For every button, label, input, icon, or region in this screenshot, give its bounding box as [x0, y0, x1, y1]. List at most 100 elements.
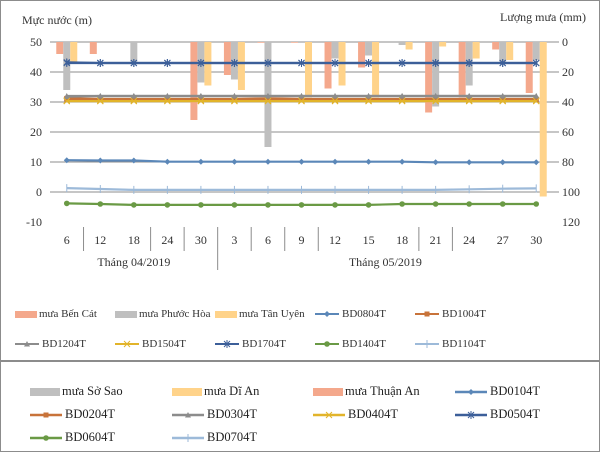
- bar-mưa-phước-hòa: [432, 42, 440, 107]
- line-bd0304t-point: [432, 93, 439, 99]
- line-bd0304t-point: [365, 93, 372, 99]
- line-bd0404t-point: [231, 97, 238, 105]
- legend-item-bottom: BD0104T: [455, 384, 540, 399]
- chart-frame: [0, 0, 600, 361]
- line-bd0304t-point: [499, 93, 506, 99]
- legend-item-bottom: BD0404T: [313, 407, 398, 422]
- legend-line-icon: [15, 339, 39, 349]
- line-bd0204t-point: [198, 97, 204, 103]
- left-tick-label: 10: [30, 155, 42, 169]
- line-bd0604t-point: [466, 201, 472, 207]
- line-bd0404t-point: [164, 97, 171, 105]
- right-tick-label: 80: [562, 155, 574, 169]
- legend-marker: [24, 341, 30, 347]
- x-tick-label: 21: [430, 233, 442, 247]
- x-tick-label: 24: [161, 233, 173, 247]
- bar-mưa-phước-hòa: [499, 42, 507, 62]
- x-tick-label: 9: [299, 233, 305, 247]
- legend-marker: [324, 341, 330, 347]
- line-bd0304t-point: [197, 93, 204, 99]
- line-bd0104t-point: [130, 157, 137, 164]
- legend-item-top: BD1404T: [315, 338, 386, 350]
- right-tick-label: 20: [562, 65, 574, 79]
- legend-label: BD0404T: [348, 407, 398, 421]
- legend-marker: [185, 411, 191, 417]
- bar-mưa-tân-uyên: [506, 42, 514, 60]
- legend-swatch: [15, 310, 37, 318]
- line-bd0504t-point: [96, 59, 104, 67]
- bar-mưa-tân-uyên: [237, 42, 245, 90]
- line-bd0504t-point: [432, 59, 439, 67]
- legend-marker: [424, 311, 430, 317]
- line-bd0504t-point: [331, 59, 339, 67]
- legend-line-icon: [172, 433, 204, 443]
- bar-mưa-tân-uyên: [405, 42, 413, 50]
- line-bd0304t-point: [332, 93, 339, 99]
- line-bd0204t-point: [399, 97, 405, 103]
- bar-mưa-tân-uyên: [439, 42, 447, 47]
- legend-line-icon: [415, 309, 439, 319]
- legend-label: BD1404T: [342, 338, 386, 350]
- line-bd0504t-point: [264, 59, 272, 67]
- line-bd0604t-point: [399, 201, 405, 207]
- line-bd0104t-point: [466, 159, 473, 166]
- left-tick-label: 20: [30, 125, 42, 139]
- left-tick-label: -10: [26, 215, 42, 229]
- legend-label: BD0304T: [207, 407, 257, 421]
- legend-swatch: [30, 387, 60, 396]
- line-bd0104t-point: [332, 158, 339, 165]
- line-bd0504t-point: [532, 59, 540, 67]
- line-bd0604t-point: [63, 200, 70, 207]
- line-bd0604t-point: [298, 202, 305, 208]
- line-bd0104t-point: [533, 159, 540, 166]
- left-tick-label: 0: [36, 185, 42, 199]
- line-bd0204t-point: [265, 96, 271, 102]
- bar-mưa-bến-cát: [525, 42, 533, 93]
- legend-label: BD0204T: [65, 407, 115, 421]
- bar-mưa-bến-cát: [190, 42, 198, 120]
- line-bd0404t-point: [331, 97, 339, 105]
- legend-marker: [123, 340, 131, 348]
- legend-label: BD1104T: [442, 338, 486, 350]
- legend-label: mưa Sở Sao: [62, 384, 123, 398]
- line-bd0304t-point: [533, 93, 540, 99]
- line-bd0404t-point: [63, 97, 71, 105]
- legend-marker: [468, 388, 474, 395]
- bar-mưa-tân-uyên: [305, 42, 312, 98]
- legend-swatch: [215, 310, 237, 318]
- legend-item-bottom: BD0604T: [30, 430, 115, 445]
- right-tick-label: 120: [562, 215, 580, 229]
- left-tick-label: 30: [30, 95, 42, 109]
- legend-line-icon: [455, 387, 487, 397]
- legend-marker: [223, 340, 231, 348]
- line-bd0104t-point: [432, 159, 439, 166]
- legend-label: BD1504T: [142, 338, 186, 350]
- line-bd0504t-point: [398, 59, 406, 67]
- line-bd0104t-point: [97, 157, 104, 164]
- line-bd0304t-point: [231, 93, 238, 99]
- x-tick-label: 6: [265, 233, 271, 247]
- bar-mưa-tân-uyên: [539, 42, 547, 197]
- line-bd0504t-point: [298, 59, 305, 67]
- bar-mưa-bến-cát: [358, 42, 366, 68]
- line-bd0404t-point: [96, 97, 104, 105]
- x-tick-label: 6: [64, 233, 70, 247]
- bar-mưa-bến-cát: [257, 42, 265, 43]
- legend-item-bottom: mưa Sở Sao: [30, 384, 123, 399]
- x-tick-label: 27: [497, 233, 509, 247]
- line-bd0404t-point: [365, 97, 372, 105]
- x-tick-label: 3: [231, 233, 237, 247]
- right-tick-label: 40: [562, 95, 574, 109]
- legend-label: BD0504T: [490, 407, 540, 421]
- x-tick-label: 12: [329, 233, 341, 247]
- line-bd0204t-point: [500, 97, 506, 103]
- line-bd0304t-point: [63, 93, 70, 100]
- line-bd0204t-point: [466, 97, 472, 103]
- legend-item-top: mưa Bến Cát: [15, 308, 97, 320]
- bar-mưa-bến-cát: [425, 42, 433, 113]
- line-bd0604t-point: [432, 201, 439, 207]
- bar-mưa-bến-cát: [492, 42, 500, 50]
- line-bd0204t-point: [533, 97, 539, 103]
- legend-frame: [0, 361, 600, 452]
